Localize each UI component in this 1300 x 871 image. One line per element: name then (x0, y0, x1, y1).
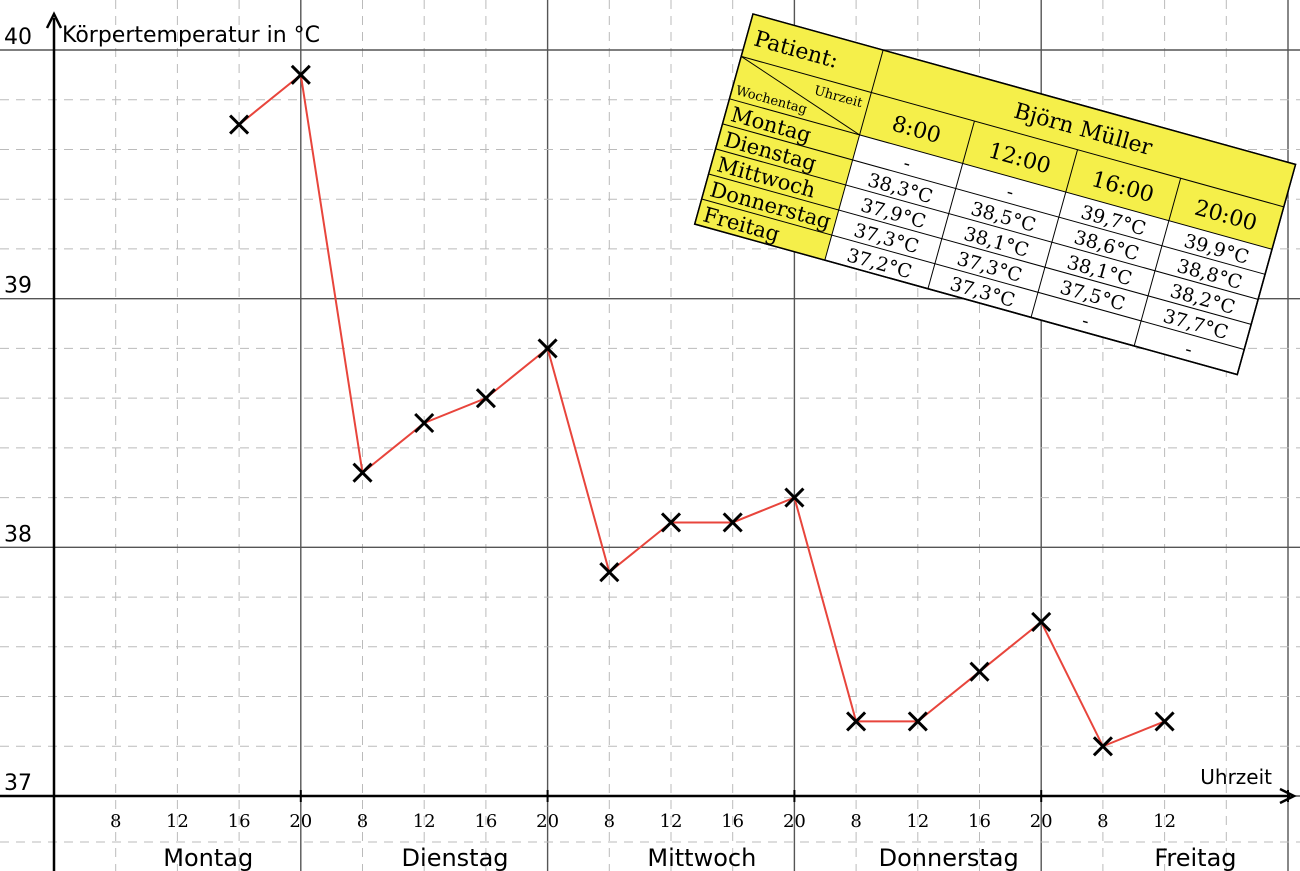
data-point-marker (1031, 611, 1052, 632)
hour-tick-label: 12 (660, 811, 683, 832)
x-axis-label: Uhrzeit (1200, 765, 1272, 789)
hour-tick-label: 16 (474, 811, 497, 832)
data-point-marker (414, 412, 435, 434)
y-tick-label: 38 (4, 522, 32, 547)
marker-stroke (352, 462, 373, 483)
hour-tick-label: 12 (1153, 811, 1176, 832)
y-tick-label: 39 (4, 274, 32, 299)
data-point-marker (846, 711, 867, 732)
marker-stroke (290, 64, 311, 85)
x-axis-arrow (1279, 787, 1297, 805)
data-point-marker (475, 388, 496, 409)
hour-tick-label: 20 (1030, 811, 1053, 832)
day-label: Donnerstag (879, 844, 1019, 871)
data-point-marker (660, 512, 682, 533)
marker-stroke (1154, 711, 1175, 732)
marker-stroke (414, 412, 435, 434)
y-axis-label: Körpertemperatur in °C (62, 23, 320, 48)
hour-tick-label: 8 (850, 811, 861, 832)
hour-tick-label: 20 (783, 811, 806, 832)
hour-tick-label: 12 (906, 811, 929, 832)
y-axis-arrow (45, 11, 63, 29)
hour-tick-label: 12 (166, 811, 189, 832)
marker-stroke (969, 661, 990, 682)
marker-stroke (784, 487, 805, 508)
hour-tick-label: 16 (228, 811, 251, 832)
marker-stroke (907, 711, 928, 732)
data-point-marker (352, 462, 373, 483)
hour-tick-label: 20 (536, 811, 559, 832)
marker-stroke (229, 114, 250, 135)
marker-stroke (846, 711, 867, 732)
day-label: Freitag (1154, 844, 1236, 871)
data-point-marker (290, 64, 311, 85)
y-tick-label: 37 (4, 771, 32, 796)
temperature-line (238, 72, 1165, 748)
hour-tick-label: 8 (604, 811, 615, 832)
axes: Körpertemperatur in °C Uhrzeit (0, 11, 1297, 871)
hour-tick-label: 16 (721, 811, 744, 832)
hour-tick-label: 20 (289, 811, 312, 832)
marker-stroke (1092, 736, 1113, 757)
marker-stroke (475, 388, 496, 409)
marker-stroke (537, 338, 558, 359)
data-point-marker (537, 338, 558, 359)
hour-tick-label: 8 (110, 811, 121, 832)
hour-tick-label: 8 (1097, 811, 1108, 832)
hour-tick-label: 12 (413, 811, 436, 832)
hour-tick-label: 8 (357, 811, 368, 832)
data-point-marker (907, 711, 928, 732)
data-point-marker (969, 661, 990, 682)
day-label: Montag (163, 844, 253, 871)
marker-stroke (1031, 611, 1052, 632)
data-point-marker (1092, 736, 1113, 757)
day-label: Dienstag (402, 844, 509, 871)
data-point-marker (1154, 711, 1175, 732)
data-point-marker (229, 114, 250, 135)
data-point-marker (722, 512, 743, 533)
marker-stroke (722, 512, 743, 533)
hour-tick-label: 16 (968, 811, 991, 832)
marker-stroke (660, 512, 682, 533)
y-tick-label: 40 (4, 25, 32, 50)
day-label: Mittwoch (647, 844, 756, 871)
data-point-marker (599, 562, 620, 583)
marker-stroke (599, 562, 620, 583)
data-point-marker (784, 487, 805, 508)
